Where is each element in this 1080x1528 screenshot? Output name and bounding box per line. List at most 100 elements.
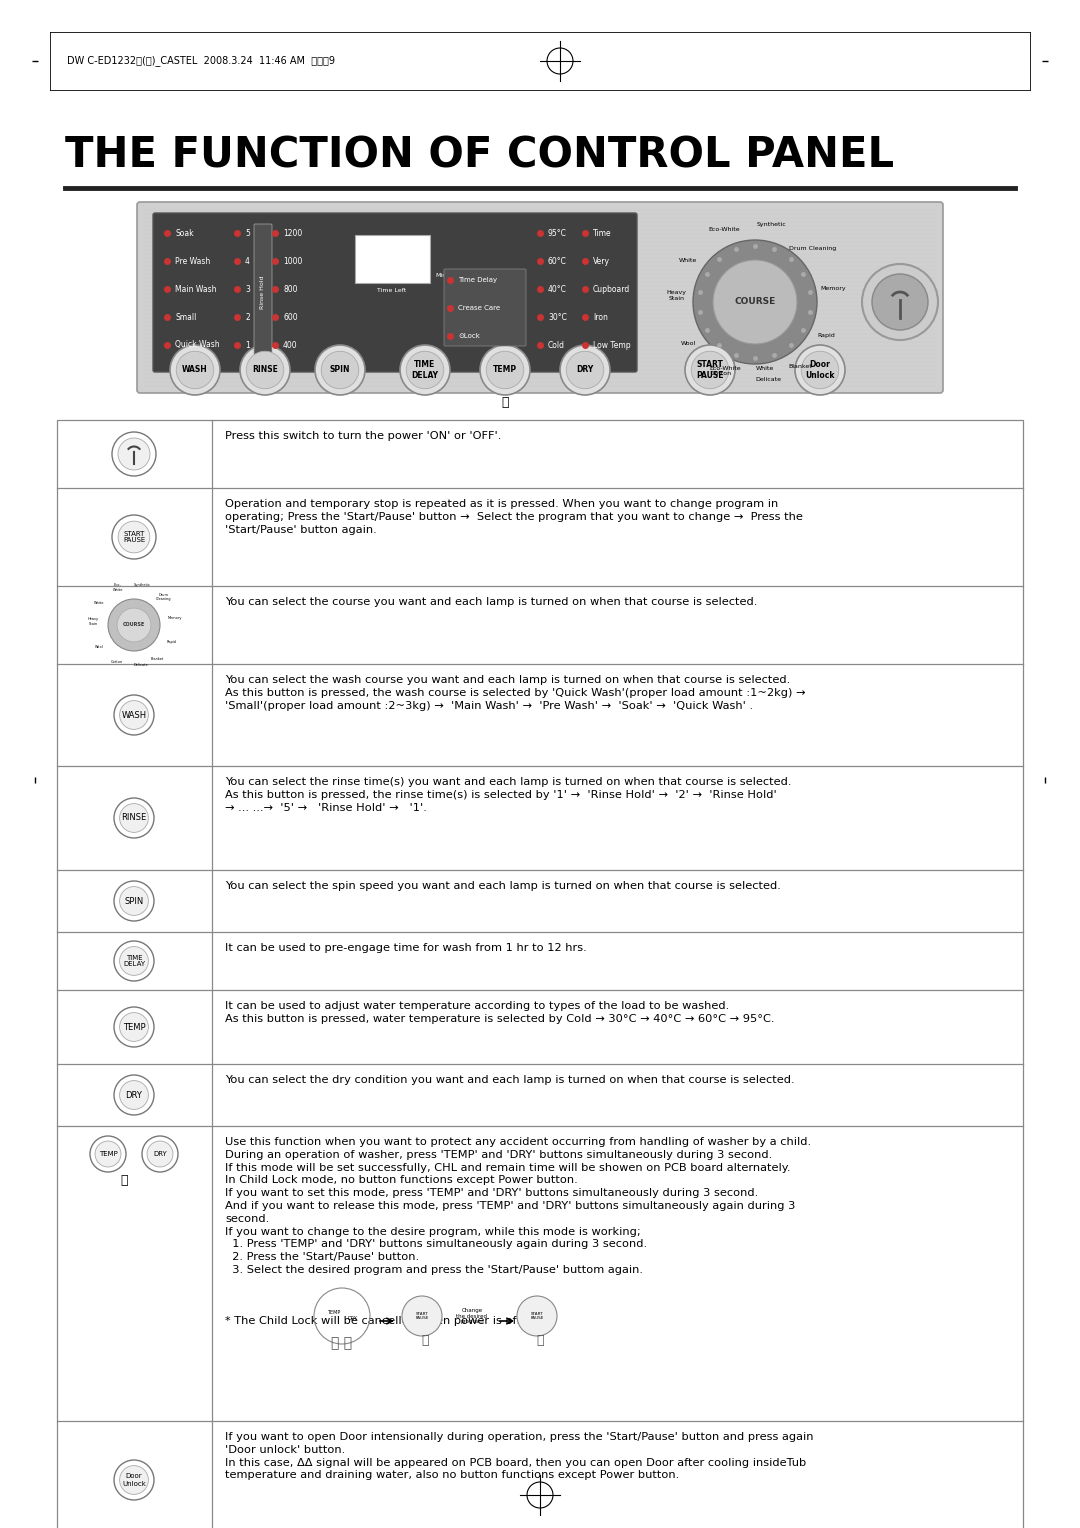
Text: Soak: Soak [175, 229, 193, 237]
Text: Memory: Memory [167, 616, 181, 620]
Text: Main Wash: Main Wash [175, 284, 216, 293]
Text: ꀤ ꀤ: ꀤ ꀤ [332, 1335, 352, 1351]
Circle shape [406, 351, 444, 388]
Text: TEMP: TEMP [123, 1022, 146, 1031]
Text: Rinse Hold: Rinse Hold [260, 275, 266, 309]
Text: START
PAUSE: START PAUSE [123, 530, 145, 544]
Circle shape [685, 345, 735, 396]
Text: WASH: WASH [183, 365, 207, 374]
Text: Eco-White: Eco-White [710, 365, 741, 370]
Text: START
PAUSE: START PAUSE [530, 1311, 543, 1320]
Circle shape [114, 1007, 154, 1047]
Text: ⊙Lock: ⊙Lock [458, 333, 480, 339]
Text: THE FUNCTION OF CONTROL PANEL: THE FUNCTION OF CONTROL PANEL [65, 134, 894, 176]
Text: You can select the rinse time(s) you want and each lamp is turned on when that c: You can select the rinse time(s) you wan… [225, 778, 792, 813]
Text: Operation and temporary stop is repeated as it is pressed. When you want to chan: Operation and temporary stop is repeated… [225, 500, 802, 535]
Text: TEMP: TEMP [492, 365, 517, 374]
Text: 1: 1 [245, 341, 249, 350]
Circle shape [90, 1135, 126, 1172]
Text: White: White [94, 602, 105, 605]
Text: DRY: DRY [577, 365, 594, 374]
FancyBboxPatch shape [153, 212, 637, 371]
Text: WASH: WASH [121, 711, 147, 720]
Circle shape [112, 432, 156, 477]
Circle shape [120, 1465, 148, 1494]
Text: Synthetic: Synthetic [134, 582, 151, 587]
Circle shape [114, 1076, 154, 1115]
Text: Iron: Iron [593, 313, 608, 321]
Circle shape [108, 599, 160, 651]
Circle shape [114, 941, 154, 981]
Text: Door
Unlock: Door Unlock [806, 361, 835, 379]
Text: Crease Care: Crease Care [458, 306, 500, 312]
Text: 2: 2 [245, 313, 249, 321]
Text: 4: 4 [245, 257, 249, 266]
Text: White: White [756, 365, 774, 370]
Circle shape [691, 351, 729, 388]
Text: Low Temp: Low Temp [593, 341, 631, 350]
Circle shape [246, 351, 284, 388]
Circle shape [862, 264, 939, 341]
Text: TEMP: TEMP [98, 1151, 118, 1157]
Text: 60°C: 60°C [548, 257, 567, 266]
Text: 3: 3 [245, 284, 249, 293]
Text: Press this switch to turn the power 'ON' or 'OFF'.: Press this switch to turn the power 'ON'… [225, 431, 501, 442]
Text: Time: Time [593, 229, 611, 237]
Bar [355, 235, 430, 283]
Text: 40°C: 40°C [548, 284, 567, 293]
Text: TIME
DELAY: TIME DELAY [411, 361, 438, 379]
Circle shape [120, 886, 148, 915]
Text: You can select the spin speed you want and each lamp is turned on when that cour: You can select the spin speed you want a… [225, 882, 781, 891]
FancyBboxPatch shape [254, 225, 272, 361]
Text: ꀤ: ꀤ [421, 1334, 429, 1348]
FancyBboxPatch shape [444, 269, 526, 345]
Text: Rapid: Rapid [818, 333, 836, 338]
Text: Change
the desired
program: Change the desired program [457, 1308, 487, 1325]
Circle shape [480, 345, 530, 396]
Text: Wool: Wool [95, 645, 104, 649]
Circle shape [112, 515, 156, 559]
Circle shape [693, 240, 816, 364]
Text: Heavy
Stain: Heavy Stain [666, 290, 686, 301]
Text: You can select the dry condition you want and each lamp is turned on when that c: You can select the dry condition you wan… [225, 1076, 795, 1085]
Text: 600: 600 [283, 313, 298, 321]
Text: 95°C: 95°C [548, 229, 567, 237]
Circle shape [170, 345, 220, 396]
Text: DRY: DRY [347, 1317, 356, 1322]
Circle shape [114, 798, 154, 837]
Text: RINSE: RINSE [121, 813, 147, 822]
Text: Drum Cleaning: Drum Cleaning [789, 246, 836, 251]
Text: SPIN: SPIN [124, 897, 144, 906]
Text: White: White [679, 258, 697, 263]
Bar [57, 420, 1023, 1528]
Text: Delicate: Delicate [134, 663, 148, 668]
Circle shape [95, 1141, 121, 1167]
Circle shape [147, 1141, 173, 1167]
Text: You can select the wash course you want and each lamp is turned on when that cou: You can select the wash course you want … [225, 675, 806, 711]
Circle shape [321, 351, 359, 388]
Text: 9: 9 [535, 1449, 545, 1467]
Circle shape [141, 1135, 178, 1172]
Circle shape [400, 345, 450, 396]
Text: COURSE: COURSE [734, 298, 775, 307]
FancyBboxPatch shape [137, 202, 943, 393]
Text: You can select the course you want and each lamp is turned on when that course i: You can select the course you want and e… [225, 597, 757, 607]
Text: COURSE: COURSE [123, 622, 145, 628]
Text: ꀤ: ꀤ [537, 1334, 543, 1348]
Text: Memory: Memory [820, 286, 846, 290]
Text: Heavy
Stain: Heavy Stain [87, 617, 98, 626]
Text: START
PAUSE: START PAUSE [697, 361, 724, 379]
Circle shape [117, 608, 151, 642]
Text: 🔒: 🔒 [120, 1175, 127, 1187]
Text: Time Left: Time Left [377, 287, 406, 293]
Circle shape [120, 701, 148, 729]
Text: 800: 800 [283, 284, 297, 293]
Text: Eco-White: Eco-White [708, 226, 740, 232]
Circle shape [114, 695, 154, 735]
Text: It can be used to pre-engage time for wash from 1 hr to 12 hrs.: It can be used to pre-engage time for wa… [225, 943, 586, 953]
Circle shape [118, 521, 150, 553]
Text: It can be used to adjust water temperature according to types of the load to be : It can be used to adjust water temperatu… [225, 1001, 774, 1024]
Text: Cupboard: Cupboard [593, 284, 631, 293]
Circle shape [872, 274, 928, 330]
Text: Cold: Cold [548, 341, 565, 350]
